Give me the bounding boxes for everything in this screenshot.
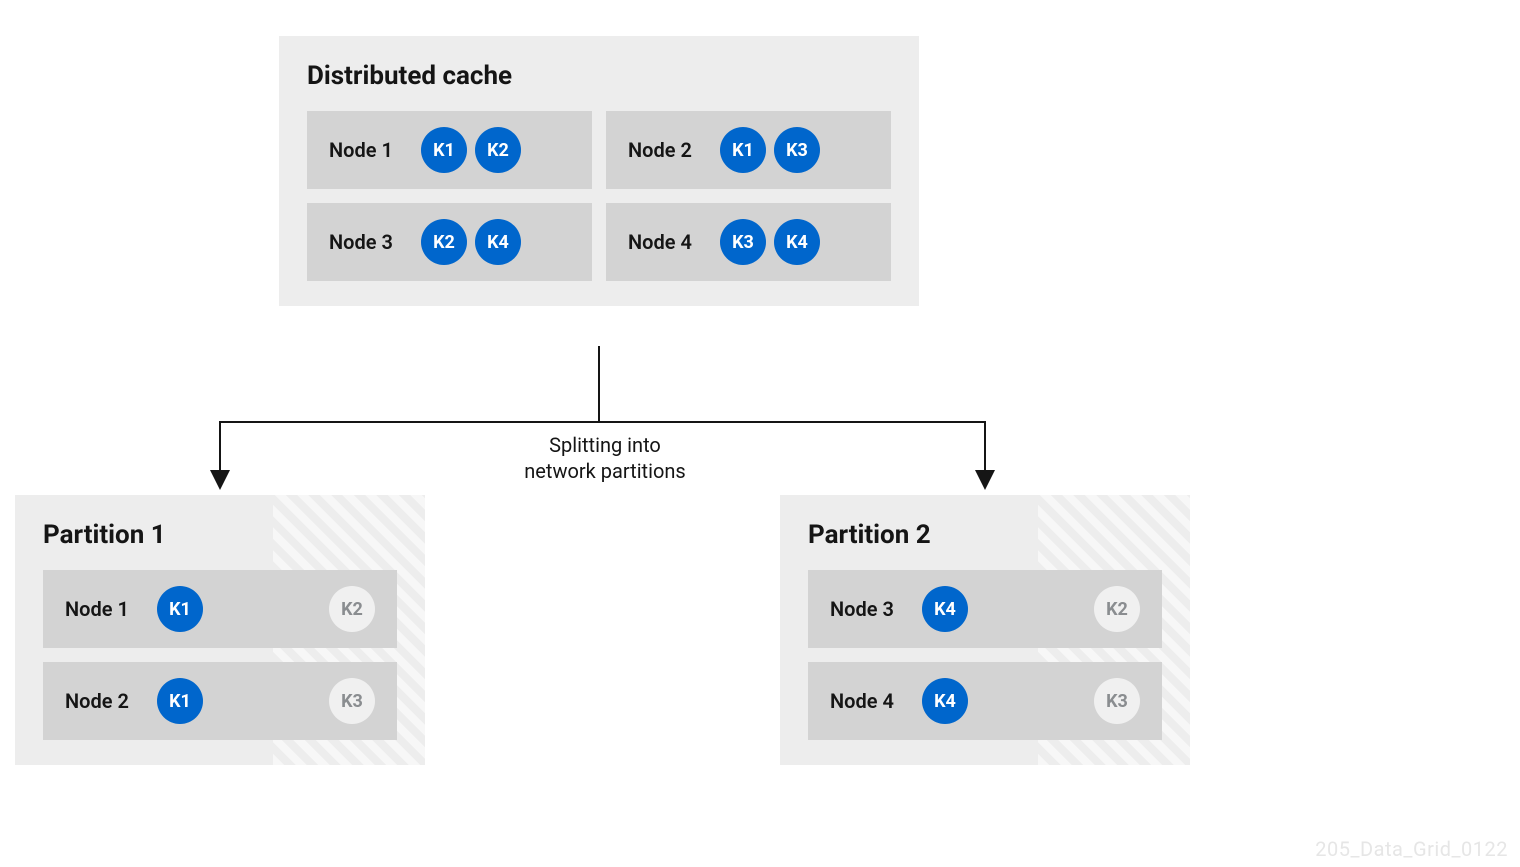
nodes-grid-p1: Node 1 K1 K2 Node 2 K1 K3 — [43, 570, 397, 740]
node-label: Node 1 — [65, 597, 143, 621]
node-box: Node 2 K1 K3 — [43, 662, 397, 740]
node-box: Node 3 K4 K2 — [808, 570, 1162, 648]
partition1-title: Partition 1 — [43, 520, 397, 550]
diagram-canvas: Distributed cache Node 1 K1 K2 Node 2 K1… — [0, 0, 1520, 867]
key-badge: K4 — [922, 586, 968, 632]
key-badge-inactive: K3 — [329, 678, 375, 724]
partition2-title: Partition 2 — [808, 520, 1162, 550]
partition1-panel: Partition 1 Node 1 K1 K2 Node 2 K1 K3 — [15, 495, 425, 765]
key-badge-inactive: K2 — [329, 586, 375, 632]
key-badge: K1 — [157, 678, 203, 724]
key-badge-inactive: K2 — [1094, 586, 1140, 632]
node-label: Node 2 — [65, 689, 143, 713]
node-box: Node 1 K1 K2 — [43, 570, 397, 648]
node-label: Node 3 — [830, 597, 908, 621]
node-box: Node 4 K4 K3 — [808, 662, 1162, 740]
node-label: Node 4 — [830, 689, 908, 713]
split-label-line2: network partitions — [524, 459, 685, 483]
split-label-line1: Splitting into — [549, 433, 661, 457]
nodes-grid-p2: Node 3 K4 K2 Node 4 K4 K3 — [808, 570, 1162, 740]
partition2-panel: Partition 2 Node 3 K4 K2 Node 4 K4 K3 — [780, 495, 1190, 765]
split-label: Splitting into network partitions — [510, 432, 700, 484]
watermark: 205_Data_Grid_0122 — [1315, 837, 1508, 861]
key-badge: K1 — [157, 586, 203, 632]
key-badge-inactive: K3 — [1094, 678, 1140, 724]
key-badge: K4 — [922, 678, 968, 724]
